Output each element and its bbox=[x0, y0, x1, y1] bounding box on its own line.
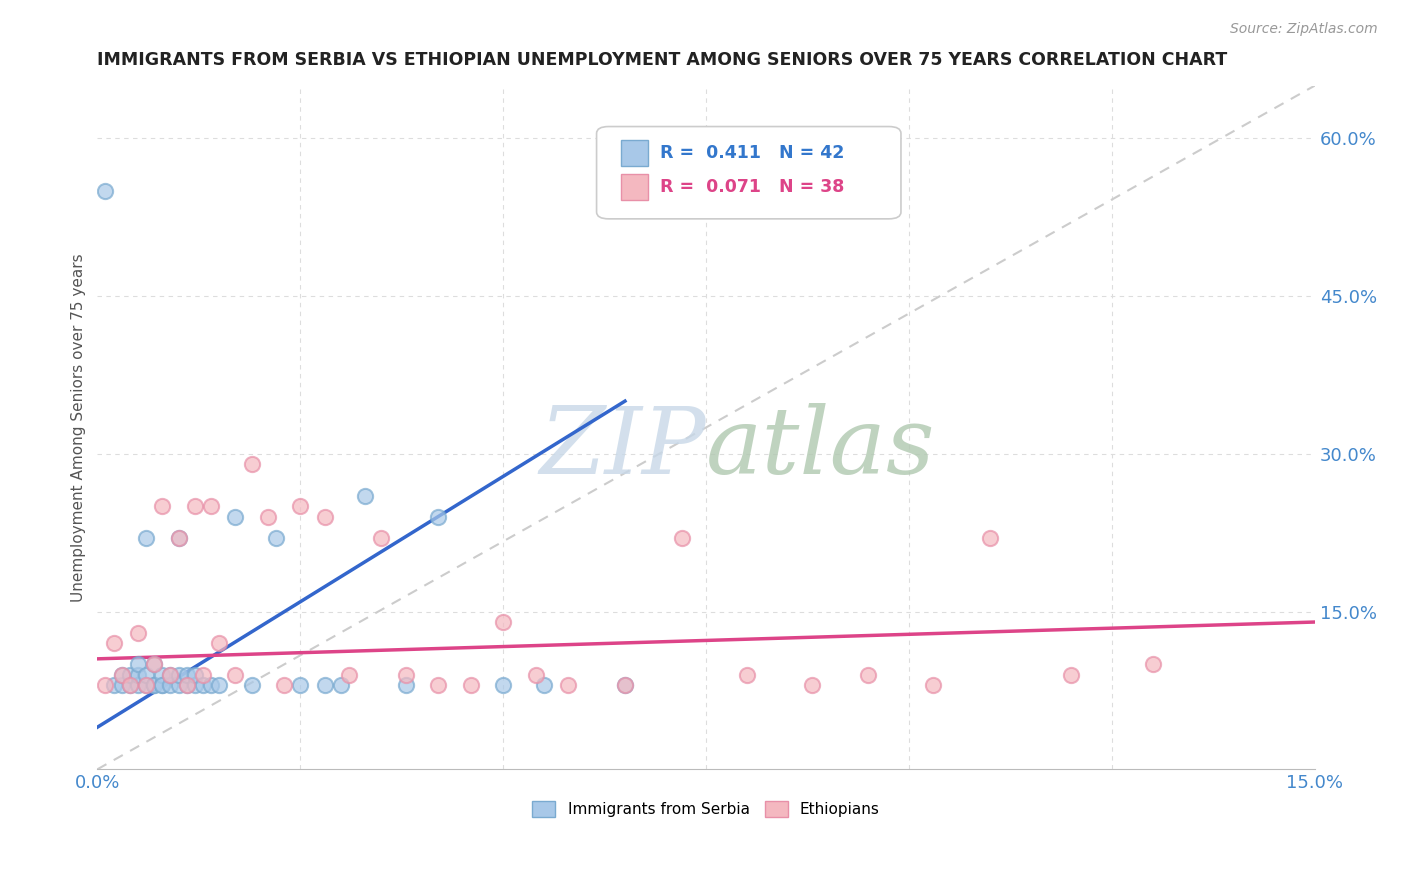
Point bbox=[290, 678, 312, 692]
Y-axis label: Unemployment Among Seniors over 75 years: Unemployment Among Seniors over 75 years bbox=[72, 253, 86, 602]
Point bbox=[127, 625, 149, 640]
Point bbox=[240, 457, 263, 471]
Text: IMMIGRANTS FROM SERBIA VS ETHIOPIAN UNEMPLOYMENT AMONG SENIORS OVER 75 YEARS COR: IMMIGRANTS FROM SERBIA VS ETHIOPIAN UNEM… bbox=[97, 51, 1227, 69]
Point bbox=[127, 657, 149, 672]
Bar bbox=[621, 175, 648, 201]
Point bbox=[167, 531, 190, 545]
Point bbox=[427, 678, 450, 692]
Point bbox=[118, 678, 141, 692]
Point bbox=[264, 531, 287, 545]
Point bbox=[329, 678, 352, 692]
Point bbox=[127, 678, 149, 692]
Point bbox=[208, 636, 231, 650]
Point bbox=[176, 678, 198, 692]
Point bbox=[240, 678, 263, 692]
Point bbox=[427, 509, 450, 524]
Point bbox=[94, 184, 117, 198]
Point bbox=[167, 678, 190, 692]
Point bbox=[150, 667, 173, 681]
Point bbox=[150, 678, 173, 692]
Point bbox=[111, 667, 134, 681]
Point bbox=[127, 667, 149, 681]
Point bbox=[614, 678, 637, 692]
Legend: Immigrants from Serbia, Ethiopians: Immigrants from Serbia, Ethiopians bbox=[526, 795, 886, 823]
Point bbox=[922, 678, 945, 692]
Point bbox=[191, 667, 214, 681]
Point bbox=[1060, 667, 1083, 681]
Point bbox=[492, 615, 515, 629]
Point bbox=[858, 667, 880, 681]
Point bbox=[184, 678, 207, 692]
Point bbox=[524, 667, 547, 681]
Point bbox=[118, 667, 141, 681]
Point bbox=[224, 509, 246, 524]
Point bbox=[671, 531, 693, 545]
Point bbox=[135, 678, 157, 692]
Point bbox=[176, 667, 198, 681]
Point bbox=[143, 678, 166, 692]
Text: R =  0.071   N = 38: R = 0.071 N = 38 bbox=[659, 178, 844, 195]
Text: R =  0.411   N = 42: R = 0.411 N = 42 bbox=[659, 144, 844, 161]
Point bbox=[143, 678, 166, 692]
Point bbox=[143, 657, 166, 672]
Text: Source: ZipAtlas.com: Source: ZipAtlas.com bbox=[1230, 22, 1378, 37]
Point bbox=[118, 678, 141, 692]
Point bbox=[256, 509, 278, 524]
Point bbox=[159, 678, 181, 692]
Point bbox=[184, 667, 207, 681]
Point bbox=[273, 678, 295, 692]
Point bbox=[94, 678, 117, 692]
Point bbox=[135, 667, 157, 681]
Text: atlas: atlas bbox=[706, 403, 935, 493]
Point bbox=[557, 678, 579, 692]
Point bbox=[135, 678, 157, 692]
Point bbox=[167, 667, 190, 681]
Point bbox=[176, 678, 198, 692]
Point bbox=[208, 678, 231, 692]
Point bbox=[111, 667, 134, 681]
Point bbox=[103, 636, 125, 650]
Point bbox=[143, 657, 166, 672]
Point bbox=[290, 500, 312, 514]
Point bbox=[395, 667, 418, 681]
Point bbox=[191, 678, 214, 692]
Point bbox=[395, 678, 418, 692]
Point bbox=[314, 509, 336, 524]
Point bbox=[492, 678, 515, 692]
Point bbox=[370, 531, 392, 545]
Point bbox=[614, 678, 637, 692]
Point bbox=[224, 667, 246, 681]
Point bbox=[200, 678, 222, 692]
Point bbox=[533, 678, 555, 692]
Point bbox=[1142, 657, 1164, 672]
Point bbox=[150, 500, 173, 514]
Point bbox=[979, 531, 1001, 545]
Point bbox=[354, 489, 377, 503]
Point bbox=[460, 678, 482, 692]
Point bbox=[337, 667, 360, 681]
Point bbox=[735, 667, 758, 681]
Point bbox=[159, 667, 181, 681]
Point bbox=[111, 678, 134, 692]
Point bbox=[103, 678, 125, 692]
Point bbox=[184, 500, 207, 514]
Bar bbox=[621, 140, 648, 166]
Point bbox=[150, 678, 173, 692]
Point bbox=[314, 678, 336, 692]
Point bbox=[800, 678, 823, 692]
Text: ZIP: ZIP bbox=[540, 403, 706, 493]
Point bbox=[200, 500, 222, 514]
Point bbox=[159, 667, 181, 681]
FancyBboxPatch shape bbox=[596, 127, 901, 219]
Point bbox=[167, 531, 190, 545]
Point bbox=[135, 531, 157, 545]
